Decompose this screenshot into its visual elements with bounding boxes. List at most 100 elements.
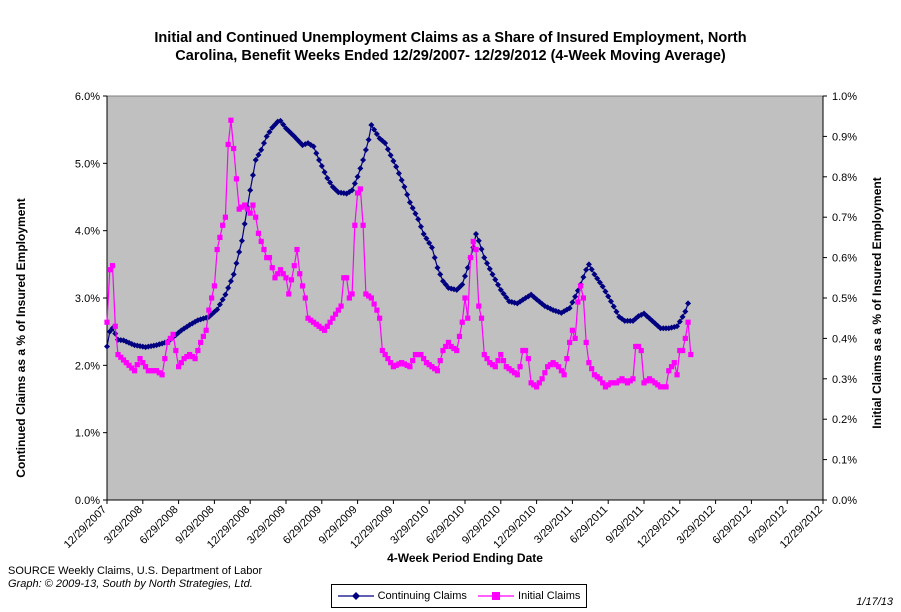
continuing-claims-point xyxy=(230,271,237,278)
initial-claims-point xyxy=(418,351,424,358)
initial-claims-point xyxy=(633,343,639,350)
initial-claims-point xyxy=(445,339,452,346)
continuing-claims-point xyxy=(473,231,480,238)
initial-claims-point xyxy=(539,376,545,382)
initial-claims-point xyxy=(503,364,509,370)
continuing-claims-point xyxy=(679,313,686,320)
initial-claims-point xyxy=(294,246,300,253)
continuing-claims-point xyxy=(349,187,356,194)
initial-claims-point xyxy=(310,319,317,325)
initial-claims-point xyxy=(586,360,592,366)
legend: Continuing Claims Initial Claims xyxy=(331,584,587,608)
continuing-claims-point xyxy=(222,291,229,298)
continuing-claims-point xyxy=(277,117,284,124)
continuing-claims-point xyxy=(365,136,372,143)
continuing-claims-point xyxy=(357,165,364,172)
initial-claims-point xyxy=(476,303,482,309)
initial-claims-point xyxy=(258,238,264,245)
initial-claims-point xyxy=(649,378,655,384)
initial-claims-point xyxy=(467,255,474,261)
initial-claims-point xyxy=(286,291,292,297)
continuing-claims-point xyxy=(585,261,592,268)
initial-claims-point xyxy=(126,362,132,368)
initial-claims-point xyxy=(564,356,570,362)
legend-label-continuing: Continuing Claims xyxy=(377,590,467,602)
initial-claims-point xyxy=(608,380,614,386)
initial-claims-point xyxy=(184,353,190,360)
initial-claims-point xyxy=(156,370,162,376)
continuing-claims-point xyxy=(478,246,485,253)
legend-item-continuing: Continuing Claims xyxy=(337,590,467,602)
continuing-claims-point xyxy=(219,296,226,303)
continuing-claims-point xyxy=(500,290,507,297)
continuing-claims-point xyxy=(401,183,408,190)
initial-claims-point xyxy=(167,335,173,341)
initial-claims-point xyxy=(368,295,374,301)
continuing-claims-point xyxy=(104,343,110,350)
initial-claims-point xyxy=(327,319,333,325)
initial-claims-point xyxy=(379,347,385,354)
initial-claims-point xyxy=(487,360,493,366)
continuing-claims-point xyxy=(371,126,378,133)
continuing-claims-point xyxy=(313,150,320,157)
initial-claims-point xyxy=(195,347,201,354)
initial-claims-point xyxy=(663,384,669,390)
initial-claims-point xyxy=(200,333,206,339)
initial-claims-point xyxy=(363,291,369,297)
initial-claims-point xyxy=(509,368,515,374)
initial-claims-point xyxy=(401,361,408,367)
initial-claims-point xyxy=(253,214,259,220)
continuing-claims-point xyxy=(495,281,502,288)
initial-claims-point xyxy=(142,364,149,370)
legend-label-initial: Initial Claims xyxy=(518,590,581,602)
continuing-claims-point xyxy=(280,121,287,128)
initial-claims-point xyxy=(635,343,642,350)
initial-claims-point xyxy=(189,353,195,360)
legend-swatch-initial xyxy=(478,592,515,600)
initial-claims-point xyxy=(299,283,306,289)
initial-claims-point xyxy=(302,295,308,301)
y-left-tick-label: 5.0% xyxy=(75,158,100,170)
initial-claims-point xyxy=(250,202,256,208)
initial-claims-point xyxy=(492,364,498,370)
initial-claims-point xyxy=(269,265,275,271)
initial-claims-point xyxy=(575,299,581,305)
y-left-tick-label: 1.0% xyxy=(75,428,100,440)
initial-claims-point xyxy=(671,360,677,366)
initial-claims-point xyxy=(583,339,589,346)
continuing-claims-point xyxy=(569,299,576,306)
x-tick-label: 6/29/2011 xyxy=(568,504,611,547)
continuing-claims-point xyxy=(387,152,394,159)
initial-claims-point xyxy=(349,291,355,297)
continuing-claims-point xyxy=(247,187,254,194)
initial-claims-point xyxy=(547,362,553,368)
continuing-claims-point xyxy=(602,288,609,295)
continuing-claims-point xyxy=(417,223,424,230)
initial-claims-point xyxy=(330,315,336,321)
initial-claims-point xyxy=(153,368,160,374)
initial-claims-point xyxy=(385,356,391,362)
initial-claims-point xyxy=(462,295,468,301)
initial-claims-point xyxy=(407,364,413,370)
initial-claims-point xyxy=(542,370,548,376)
initial-claims-point xyxy=(627,378,633,384)
continuing-claims-point xyxy=(362,146,369,153)
continuing-claims-point xyxy=(260,140,267,147)
initial-claims-point xyxy=(288,277,295,283)
initial-claims-point xyxy=(176,364,182,370)
initial-claims-point xyxy=(181,356,187,362)
x-tick-label: 12/29/2007 xyxy=(62,504,109,551)
legend-swatch-continuing xyxy=(337,592,374,600)
y-left-tick-label: 3.0% xyxy=(75,293,100,305)
initial-claims-point xyxy=(393,362,399,368)
initial-claims-point xyxy=(360,222,366,228)
continuing-claims-point xyxy=(588,266,595,273)
initial-claims-point xyxy=(255,230,262,236)
initial-claims-point xyxy=(123,360,129,366)
initial-claims-point xyxy=(233,176,240,182)
y-right-tick-label: 0.0% xyxy=(832,495,857,507)
initial-claims-point xyxy=(657,384,664,390)
initial-claims-point xyxy=(470,238,476,245)
y-right-tick-label: 0.4% xyxy=(832,333,857,345)
continuing-claims-point xyxy=(613,308,620,315)
